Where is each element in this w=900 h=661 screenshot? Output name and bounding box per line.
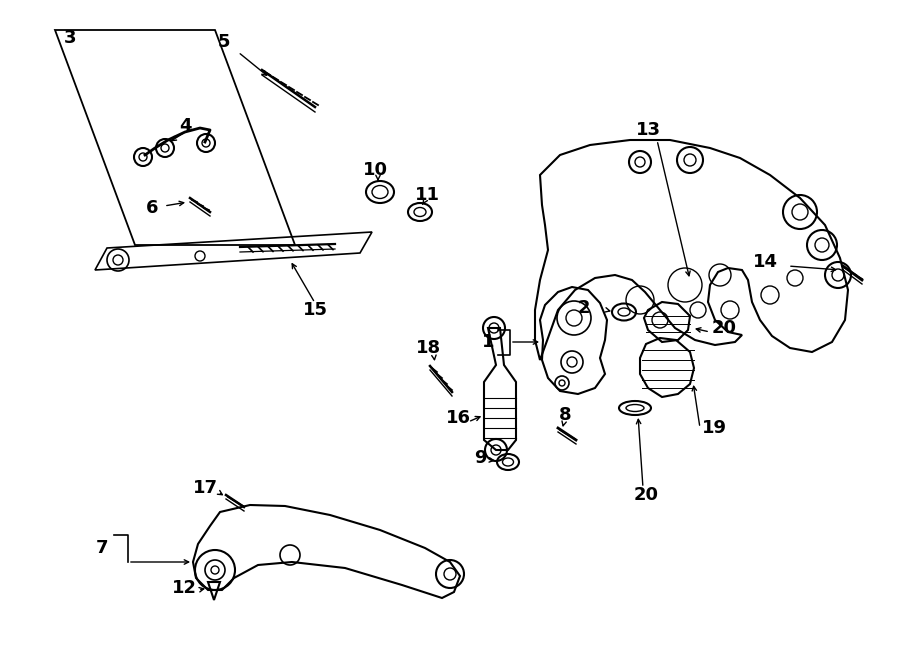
Text: 16: 16	[446, 409, 471, 427]
Text: 19: 19	[701, 419, 726, 437]
Text: 12: 12	[172, 579, 196, 597]
Text: 3: 3	[64, 29, 76, 47]
Text: 11: 11	[415, 186, 439, 204]
Text: 18: 18	[416, 339, 441, 357]
Text: 6: 6	[146, 199, 158, 217]
Text: 4: 4	[179, 117, 191, 135]
Text: 10: 10	[363, 161, 388, 179]
Text: 2: 2	[578, 299, 590, 317]
Text: 20: 20	[712, 319, 736, 337]
Text: 17: 17	[193, 479, 218, 497]
Text: 7: 7	[95, 539, 108, 557]
Text: 8: 8	[559, 406, 572, 424]
Text: 14: 14	[752, 253, 778, 271]
Text: 13: 13	[635, 121, 661, 139]
Text: 15: 15	[302, 301, 328, 319]
Text: 5: 5	[218, 33, 230, 51]
Text: 20: 20	[634, 486, 659, 504]
Text: 1: 1	[482, 333, 494, 351]
Text: 9: 9	[473, 449, 486, 467]
